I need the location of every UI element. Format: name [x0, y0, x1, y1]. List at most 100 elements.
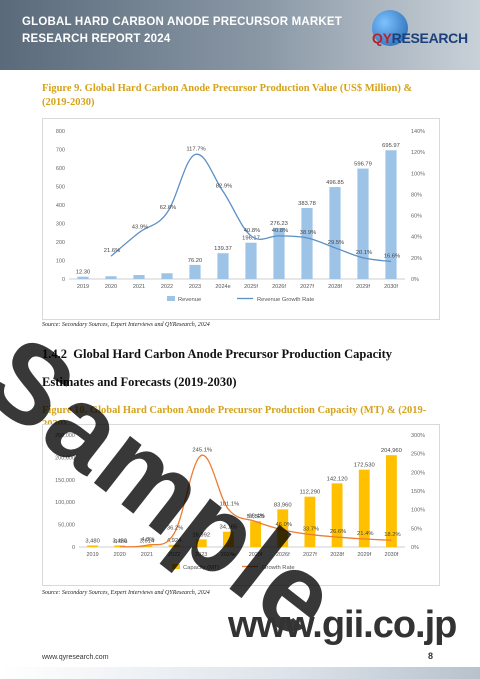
bar-value-label: 112,290 — [300, 490, 321, 496]
bar — [385, 455, 397, 547]
x-tick-label: 2024e — [221, 552, 236, 558]
growth-rate-label: 21.4% — [357, 531, 373, 537]
y-left-tick-label: 400 — [56, 203, 65, 209]
x-tick-label: 2026f — [272, 284, 286, 290]
bar — [331, 483, 343, 547]
growth-rate-label: 62.6% — [160, 205, 176, 211]
y-right-tick-label: 100% — [411, 508, 425, 514]
figure9-chart-box: 0 100 200 300 400 500 600 700 800 0% 20% 40% 60% 80% 1… — [42, 118, 440, 320]
bar-value-label: 596.79 — [354, 162, 372, 168]
y-right-tick-label: 0% — [411, 277, 419, 283]
legend-bar-swatch — [167, 296, 175, 301]
x-tick-label: 2027f — [303, 552, 317, 558]
bar-value-label: 4,924 — [167, 538, 182, 544]
bar — [217, 253, 229, 279]
y-left-tick-label: 600 — [56, 166, 65, 172]
bar-value-label: 3,614 — [140, 538, 155, 544]
y-right-tick-label: 60% — [411, 214, 422, 220]
y-right-tick-label: 40% — [411, 235, 422, 241]
growth-rate-label: 18.2% — [384, 532, 400, 538]
bar-value-label: 383.78 — [298, 201, 316, 207]
bar — [77, 276, 89, 279]
x-tick-label: 2021 — [133, 284, 145, 290]
growth-rate-label: 40.8% — [272, 228, 288, 234]
y-left-tick-label: 200,000 — [55, 455, 75, 461]
logo-text: QYRESEARCH — [372, 30, 468, 46]
bar — [222, 531, 234, 547]
x-tick-label: 2022 — [161, 284, 173, 290]
y-left-tick-label: 300 — [56, 222, 65, 228]
x-tick-label: 2024e — [215, 284, 230, 290]
footer-band — [0, 667, 480, 679]
footer-url[interactable]: www.qyresearch.com — [42, 654, 109, 661]
bar-value-label: 83,960 — [274, 502, 292, 508]
figure9-chart: 0 100 200 300 400 500 600 700 800 0% 20% 40% 60% 80% 1… — [56, 129, 425, 303]
section-title: Global Hard Carbon Anode Precursor Produ… — [42, 347, 393, 389]
y-right-tick-label: 20% — [411, 256, 422, 262]
bar-value-label: 139.37 — [214, 246, 232, 252]
y-right-tick-label: 200% — [411, 470, 425, 476]
y-left-tick-label: 0 — [72, 545, 75, 551]
growth-rate-label: 68.4% — [248, 513, 264, 519]
bar-value-label: 196.17 — [242, 236, 260, 242]
growth-rate-label: 21.6% — [104, 248, 120, 254]
growth-rate-label: 20.1% — [356, 250, 372, 256]
y-right-tick-label: 140% — [411, 129, 425, 135]
x-tick-label: 2030f — [385, 552, 399, 558]
qyresearch-logo: QYRESEARCH — [366, 10, 476, 58]
x-tick-label: 2029f — [356, 284, 370, 290]
x-tick-label: 2023 — [189, 284, 201, 290]
figure10-chart-box: 0 50,000 100,000 150,000 200,000 250,000 0% 50%… — [42, 424, 440, 586]
bar-value-label: 695.97 — [382, 143, 400, 149]
bar-value-label: 276.23 — [270, 221, 288, 227]
y-right-tick-label: 250% — [411, 452, 425, 458]
logo-suffix: RESEARCH — [391, 30, 468, 46]
report-title: GLOBAL HARD CARBON ANODE PRECURSOR MARKE… — [22, 16, 342, 45]
x-tick-label: 2019 — [86, 552, 98, 558]
growth-rate-label: 0.6% — [114, 539, 127, 545]
x-tick-label: 2023 — [195, 552, 207, 558]
gii-watermark: www.gii.co.jp — [228, 604, 457, 646]
y-left-tick-label: 800 — [56, 129, 65, 135]
y-left-tick-label: 700 — [56, 148, 65, 154]
x-tick-label: 2022 — [168, 552, 180, 558]
legend-bar-label: Capacity (MT) — [183, 565, 219, 571]
bar-value-label: 204,960 — [381, 448, 402, 454]
legend-line-label: Growth Rate — [262, 565, 295, 571]
bar-value-label: 3,450 — [112, 538, 127, 544]
bar — [189, 264, 201, 279]
y-left-tick-label: 100 — [56, 259, 65, 265]
y-left-tick-label: 150,000 — [55, 478, 75, 484]
growth-rate-label: 36.2% — [167, 525, 183, 531]
globe-icon — [372, 10, 408, 46]
y-right-tick-label: 120% — [411, 150, 425, 156]
x-tick-label: 2020 — [105, 284, 117, 290]
bar — [161, 273, 173, 279]
legend-bar-swatch — [172, 564, 180, 569]
y-left-tick-label: 50,000 — [58, 523, 75, 529]
y-left-tick-label: 500 — [56, 185, 65, 191]
x-tick-label: 2028f — [330, 552, 344, 558]
section-heading: 1.4.2 Global Hard Carbon Anode Precursor… — [42, 340, 442, 396]
growth-rate-line — [110, 153, 392, 263]
y-right-tick-label: 0% — [411, 545, 419, 551]
y-right-tick-label: 150% — [411, 489, 425, 495]
y-left-tick-label: 250,000 — [55, 433, 75, 439]
growth-rate-label: 16.6% — [384, 253, 400, 259]
bar — [250, 521, 262, 547]
bar — [304, 496, 316, 547]
growth-rate-label: 38.9% — [300, 230, 316, 236]
x-tick-label: 2019 — [77, 284, 89, 290]
growth-rate-label: 245.1% — [192, 447, 212, 453]
y-left-tick-label: 0 — [62, 277, 65, 283]
bar — [133, 274, 145, 279]
x-tick-label: 2029f — [357, 552, 371, 558]
figure9-source: Source: Secondary Sources, Expert Interv… — [42, 322, 210, 328]
bar-value-label: 34,165 — [220, 525, 238, 531]
bar-value-label: 496.85 — [326, 180, 344, 186]
bar — [277, 509, 289, 547]
x-tick-label: 2025f — [249, 552, 263, 558]
growth-rate-label: 101.1% — [220, 501, 240, 507]
bar — [245, 242, 257, 279]
figure10-chart: 0 50,000 100,000 150,000 200,000 250,000 0% 50%… — [55, 433, 425, 571]
